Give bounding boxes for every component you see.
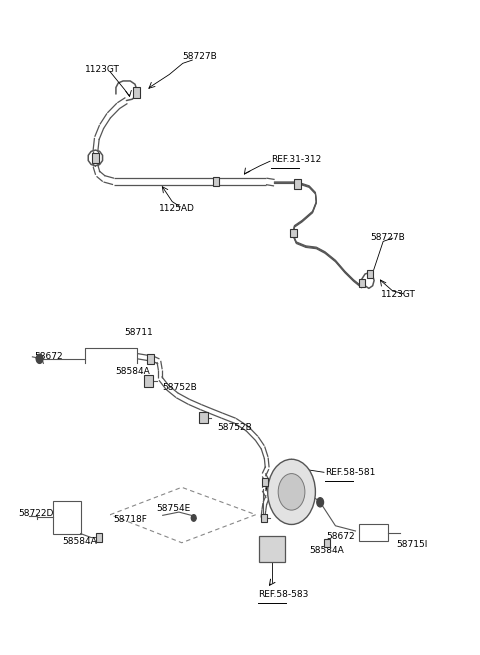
Circle shape — [268, 459, 315, 525]
Bar — [199, 411, 207, 423]
Text: 1123GT: 1123GT — [85, 66, 120, 75]
Text: 58752B: 58752B — [163, 383, 197, 392]
Text: 58727B: 58727B — [183, 52, 217, 62]
Circle shape — [317, 498, 324, 507]
Text: 58584A: 58584A — [309, 546, 344, 555]
Text: 1123GT: 1123GT — [381, 290, 416, 299]
Text: 58715I: 58715I — [396, 540, 428, 548]
Text: 58584A: 58584A — [62, 537, 97, 546]
Text: REF.58-583: REF.58-583 — [258, 590, 309, 599]
Bar — [290, 229, 297, 237]
Text: 58722D: 58722D — [18, 509, 53, 518]
Bar — [324, 539, 330, 547]
Bar — [259, 536, 285, 562]
Bar — [147, 354, 154, 364]
Text: REF.58-581: REF.58-581 — [325, 468, 375, 477]
Bar — [360, 525, 388, 542]
Text: REF.31-312: REF.31-312 — [271, 155, 321, 164]
Bar — [144, 375, 153, 387]
Text: 58711: 58711 — [124, 328, 153, 337]
Text: 58672: 58672 — [326, 532, 355, 541]
Text: 58754E: 58754E — [156, 504, 191, 514]
Text: 58718F: 58718F — [114, 515, 147, 525]
Bar — [53, 501, 81, 534]
Text: 58584A: 58584A — [273, 483, 307, 492]
Bar — [132, 88, 140, 98]
Bar — [294, 179, 300, 189]
Text: 58727B: 58727B — [370, 233, 405, 242]
Circle shape — [36, 354, 43, 364]
Circle shape — [278, 474, 305, 510]
Bar — [96, 533, 102, 542]
Text: 58752B: 58752B — [217, 422, 252, 432]
Text: 58584A: 58584A — [115, 367, 150, 377]
Bar — [213, 177, 219, 186]
Bar — [359, 279, 365, 288]
Circle shape — [192, 515, 196, 521]
Bar — [261, 514, 267, 522]
Bar — [262, 478, 268, 486]
Bar — [367, 270, 373, 278]
Text: 1125AD: 1125AD — [159, 204, 195, 214]
Bar — [92, 153, 99, 163]
Text: 58672: 58672 — [34, 352, 62, 362]
